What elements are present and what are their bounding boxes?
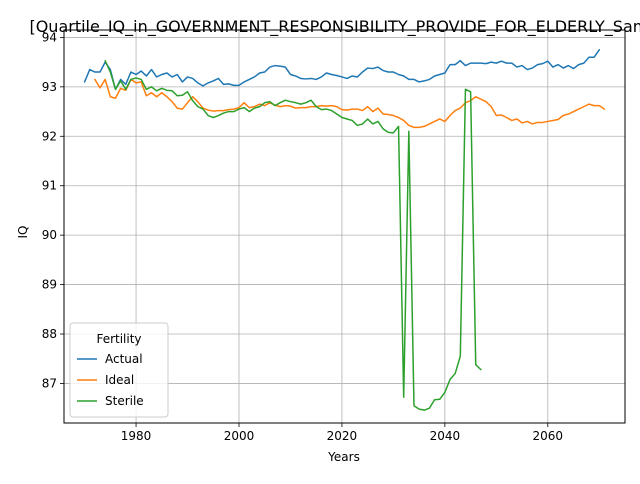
x-tick-label: 2000 xyxy=(224,429,255,443)
series-line-sterile xyxy=(104,59,482,411)
y-tick-label: 91 xyxy=(42,179,57,193)
y-tick-label: 94 xyxy=(42,30,57,44)
legend-title: Fertility xyxy=(96,332,141,346)
y-tick-label: 87 xyxy=(42,376,57,390)
legend-label-actual: Actual xyxy=(105,352,143,366)
legend-label-sterile: Sterile xyxy=(105,394,144,408)
series-line-ideal xyxy=(94,78,606,129)
grid xyxy=(64,30,625,423)
x-tick-label: 2040 xyxy=(430,429,461,443)
x-axis-label: Years xyxy=(327,450,360,464)
y-tick-label: 90 xyxy=(42,228,57,242)
chart-title: [Quartile_IQ_in_GOVERNMENT_RESPONSIBILIT… xyxy=(29,17,640,37)
legend-box xyxy=(69,322,169,418)
y-tick-label: 89 xyxy=(42,278,57,292)
series-line-actual xyxy=(83,49,601,91)
legend: Fertility Actual Ideal Sterile xyxy=(69,322,169,418)
x-tick-label: 2060 xyxy=(533,429,564,443)
y-axis: 87 88 89 90 91 92 93 94 xyxy=(42,30,64,390)
y-tick-label: 92 xyxy=(42,129,57,143)
y-axis-label: IQ xyxy=(16,226,30,239)
y-tick-label: 93 xyxy=(42,80,57,94)
plot-lines xyxy=(83,49,606,411)
legend-label-ideal: Ideal xyxy=(105,373,134,387)
plot-frame xyxy=(63,29,626,424)
x-tick-label: 1980 xyxy=(121,429,152,443)
x-axis: 1980 2000 2020 2040 2060 xyxy=(121,423,563,443)
x-tick-label: 2020 xyxy=(327,429,358,443)
y-tick-label: 88 xyxy=(42,327,57,341)
